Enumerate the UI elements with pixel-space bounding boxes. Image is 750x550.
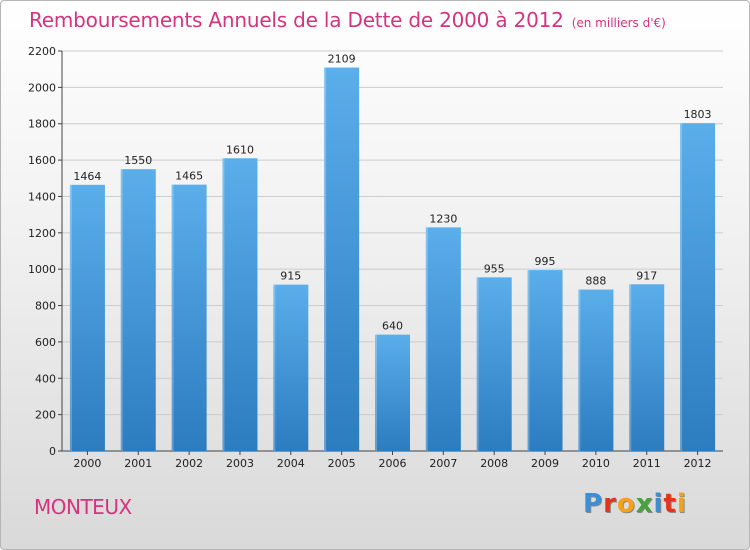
x-tick-label-2008: 2008 — [480, 457, 508, 470]
bar-value-label-2000: 1464 — [73, 170, 101, 183]
y-tick-label: 1600 — [28, 154, 56, 167]
bar-highlight — [120, 169, 123, 451]
bars — [69, 67, 716, 452]
bar-2011 — [629, 284, 665, 451]
chart-title: Remboursements Annuels de la Dette de 20… — [29, 8, 564, 32]
bar-value-label-2001: 1550 — [124, 154, 152, 167]
y-tick-label: 600 — [35, 336, 56, 349]
y-tick-label: 0 — [49, 445, 56, 458]
axes: 0 200 400 600 800 1000 1200 1400 1600 1800 2000 220… — [28, 45, 723, 470]
logo-letter: o — [616, 489, 636, 519]
bar-2012 — [680, 123, 716, 451]
bar-2003 — [222, 158, 258, 452]
bar-highlight — [171, 184, 174, 452]
logo-letter: r — [603, 489, 617, 519]
bar-value-label-2004: 915 — [280, 270, 301, 283]
bar-2009 — [527, 270, 563, 451]
bar-value-label-2006: 640 — [382, 320, 403, 333]
bar-value-label-2008: 955 — [484, 262, 505, 275]
bar-value-label-2005: 2109 — [328, 53, 356, 66]
data-labels: 1464 1550 1465 1610 915 2109 640 1230 955 995 888 9… — [73, 53, 711, 333]
y-tick-label: 1200 — [28, 227, 56, 240]
bar-value-label-2002: 1465 — [175, 170, 203, 183]
y-tick-label: 400 — [35, 372, 56, 385]
x-tick-label-2005: 2005 — [328, 457, 356, 470]
x-tick-label-2003: 2003 — [226, 457, 254, 470]
bar-highlight — [629, 284, 632, 451]
bar-highlight — [69, 184, 72, 451]
bar-2001 — [120, 169, 156, 451]
x-tick-label-2010: 2010 — [582, 457, 610, 470]
bar-2002 — [171, 184, 207, 452]
x-tick-label-2012: 2012 — [684, 457, 712, 470]
x-tick-label-2006: 2006 — [379, 457, 407, 470]
x-tick-label-2004: 2004 — [277, 457, 305, 470]
bar-highlight — [425, 227, 428, 451]
bar-highlight — [527, 270, 530, 451]
bar-value-label-2012: 1803 — [684, 108, 712, 121]
x-tick-label-2007: 2007 — [429, 457, 457, 470]
bar-value-label-2009: 995 — [535, 255, 556, 268]
bar-value-label-2011: 917 — [636, 269, 657, 282]
logo-letter: i — [676, 489, 687, 519]
bar-highlight — [273, 284, 276, 451]
bar-value-label-2003: 1610 — [226, 143, 254, 156]
chart-title-line: Remboursements Annuels de la Dette de 20… — [29, 8, 666, 32]
bar-value-label-2007: 1230 — [429, 212, 457, 225]
bar-2006 — [375, 334, 410, 451]
x-tick-label-2001: 2001 — [124, 457, 152, 470]
y-tick-label: 2000 — [28, 81, 56, 94]
x-tick-label-2000: 2000 — [73, 457, 101, 470]
bar-2004 — [273, 284, 309, 451]
logo-letter: x — [635, 489, 654, 519]
bar-highlight — [578, 289, 581, 451]
y-tick-label: 1000 — [28, 263, 56, 276]
x-tick-label-2011: 2011 — [633, 457, 661, 470]
logo-letter: i — [653, 489, 664, 519]
bar-highlight — [222, 158, 225, 452]
y-tick-label: 200 — [35, 409, 56, 422]
bar-highlight — [324, 67, 327, 451]
y-tick-label: 1400 — [28, 190, 56, 203]
x-tick-label-2009: 2009 — [531, 457, 559, 470]
y-tick-label: 2200 — [28, 45, 56, 58]
x-tick-label-2002: 2002 — [175, 457, 203, 470]
logo-letter: P — [583, 489, 604, 519]
logo-letter: t — [663, 489, 677, 519]
bar-2010 — [578, 289, 614, 451]
bar-highlight — [680, 123, 683, 451]
y-tick-label: 1800 — [28, 118, 56, 131]
bar-value-label-2010: 888 — [585, 275, 606, 288]
y-tick-label: 800 — [35, 300, 56, 313]
bar-2008 — [476, 277, 512, 451]
chart-subtitle: (en milliers d'€) — [571, 16, 666, 30]
bar-2007 — [425, 227, 461, 451]
bar-highlight — [375, 334, 377, 451]
bar-2005 — [324, 67, 360, 451]
bar-highlight — [476, 277, 479, 451]
bar-2000 — [69, 184, 105, 451]
proxiti-logo: Proxiti — [583, 489, 687, 519]
commune-name: MONTEUX — [34, 495, 132, 519]
